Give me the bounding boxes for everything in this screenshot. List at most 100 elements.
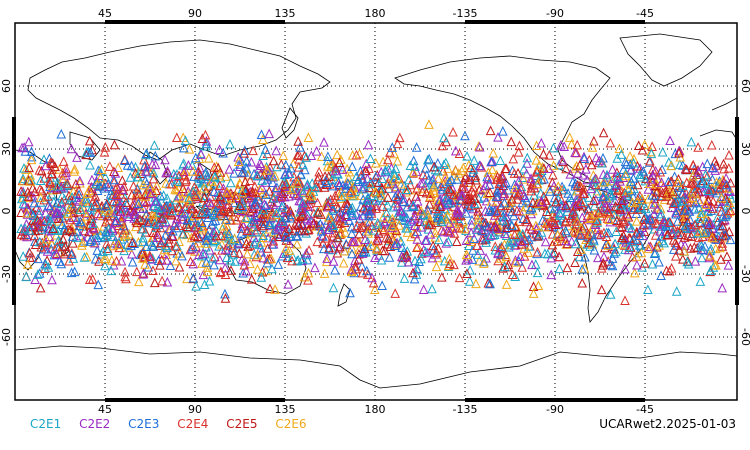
top-lon-label: 45 — [98, 7, 112, 20]
observation-marker — [319, 268, 330, 278]
observation-marker — [143, 261, 154, 272]
observation-marker — [52, 197, 62, 208]
observation-marker — [46, 243, 57, 254]
left-lat-label: 30 — [0, 142, 13, 156]
observation-marker — [724, 226, 735, 237]
observation-marker — [302, 181, 312, 192]
observation-marker — [452, 204, 462, 215]
observation-marker — [464, 201, 475, 212]
observation-marker — [427, 252, 438, 263]
observation-marker — [462, 268, 472, 278]
observation-marker — [200, 200, 210, 211]
observation-marker — [157, 275, 167, 286]
observation-marker — [262, 243, 273, 253]
observation-marker — [256, 246, 267, 257]
observation-marker — [482, 173, 493, 184]
observation-marker — [410, 255, 420, 266]
observation-marker — [148, 241, 159, 251]
observation-marker — [250, 226, 261, 237]
observation-marker — [725, 177, 736, 188]
observation-marker — [484, 204, 495, 214]
observation-marker — [409, 210, 420, 221]
observation-marker — [620, 263, 630, 274]
observation-marker — [244, 205, 255, 216]
observation-marker — [271, 161, 282, 172]
observation-marker — [248, 145, 258, 156]
observation-marker — [75, 204, 86, 214]
observation-marker — [425, 191, 436, 201]
observation-marker — [663, 229, 673, 240]
observation-marker — [178, 183, 188, 194]
observation-marker — [591, 152, 602, 163]
observation-marker — [311, 181, 322, 191]
observation-marker — [589, 244, 600, 255]
observation-marker — [501, 251, 512, 262]
observation-marker — [692, 227, 703, 238]
observation-marker — [65, 214, 76, 225]
observation-marker — [715, 201, 726, 212]
observation-marker — [697, 161, 708, 172]
observation-marker — [493, 255, 503, 266]
observation-marker — [536, 165, 547, 175]
observation-marker — [249, 216, 259, 226]
observation-marker — [481, 237, 491, 247]
observation-marker — [293, 219, 304, 229]
observation-marker — [724, 182, 734, 193]
observation-marker — [277, 216, 288, 226]
observation-marker — [626, 223, 637, 233]
observation-marker — [315, 218, 326, 229]
observation-marker — [316, 151, 327, 161]
observation-marker — [554, 208, 565, 219]
observation-marker — [92, 208, 103, 219]
observation-marker — [269, 192, 279, 203]
observation-marker — [69, 166, 80, 176]
observation-marker — [680, 163, 691, 174]
observation-marker — [328, 205, 338, 215]
observation-marker — [79, 252, 90, 262]
observation-marker — [496, 200, 506, 211]
observation-marker — [412, 264, 423, 275]
observation-marker — [33, 269, 43, 279]
observation-marker — [534, 230, 544, 240]
observation-marker — [160, 240, 171, 251]
observation-marker — [579, 151, 589, 162]
observation-marker — [198, 182, 209, 193]
observation-marker — [250, 187, 261, 198]
observation-marker — [273, 224, 284, 234]
observation-marker — [616, 149, 627, 159]
observation-marker — [383, 154, 393, 165]
observation-marker — [601, 239, 611, 250]
observation-marker — [361, 158, 372, 169]
observation-marker — [202, 262, 213, 272]
observation-marker — [516, 236, 527, 247]
observation-marker — [391, 225, 402, 236]
observation-marker — [301, 152, 312, 162]
observation-marker — [418, 177, 428, 188]
observation-marker — [108, 196, 118, 207]
observation-marker — [658, 182, 669, 192]
observation-marker — [236, 223, 247, 233]
observation-marker — [528, 288, 539, 298]
observation-marker — [634, 230, 645, 241]
observation-marker — [468, 167, 478, 177]
observation-marker — [202, 266, 213, 277]
observation-marker — [572, 179, 583, 190]
observation-marker — [234, 177, 245, 188]
observation-marker — [545, 203, 556, 213]
observation-marker — [23, 191, 34, 201]
observation-marker — [522, 227, 532, 238]
observation-marker — [597, 260, 608, 270]
observation-marker — [589, 135, 599, 146]
observation-marker — [214, 144, 225, 155]
observation-marker — [140, 227, 151, 237]
observation-marker — [167, 205, 177, 216]
observation-marker — [152, 229, 163, 239]
observation-marker — [561, 216, 571, 227]
observation-marker — [469, 233, 480, 244]
observation-marker — [131, 190, 142, 201]
observation-marker — [359, 243, 370, 253]
observation-marker — [668, 244, 679, 254]
observation-marker — [247, 186, 258, 197]
observation-marker — [396, 236, 406, 246]
observation-marker — [561, 163, 571, 174]
